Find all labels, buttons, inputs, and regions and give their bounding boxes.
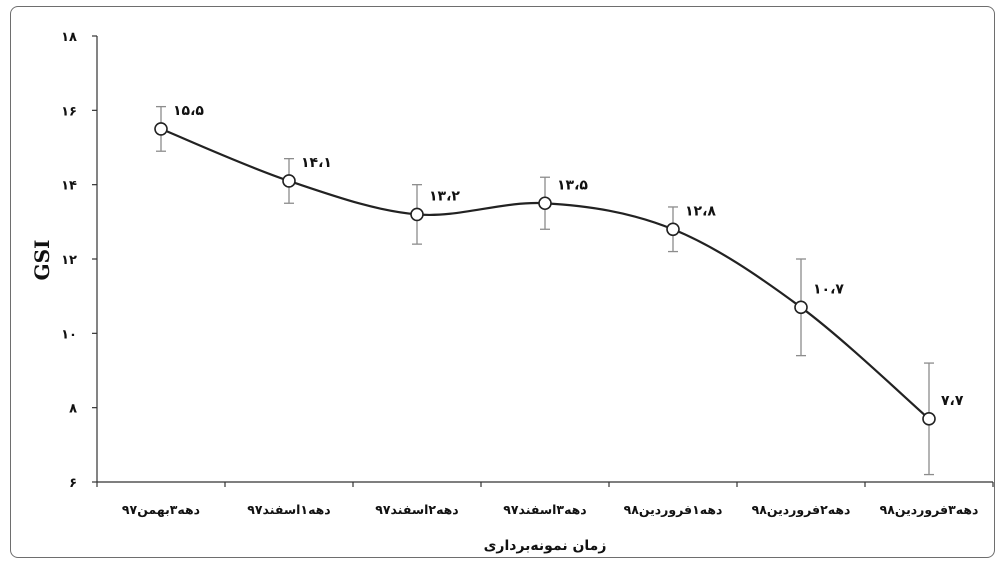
chart-frame — [10, 6, 995, 558]
series-line — [160, 127, 930, 420]
y-tick-label: ۱۸ — [61, 30, 77, 45]
data-markers — [154, 122, 936, 426]
data-label: ۱۳،۵ — [557, 177, 588, 193]
y-axis-title: GSI — [30, 240, 54, 281]
data-point — [922, 412, 936, 426]
data-point — [666, 222, 680, 237]
y-tick-label: ۱۲ — [61, 253, 77, 268]
x-tick-label: دهه۳اسفند۹۷ — [503, 502, 586, 517]
y-tick-label: ۱۶ — [61, 104, 77, 119]
data-label: ۷،۷ — [941, 393, 964, 409]
data-labels: ۱۵،۵ ۱۴،۱ ۱۳،۲ ۱۳،۵ ۱۲،۸ ۱۰،۷ ۷،۷ — [173, 103, 964, 409]
data-label: ۱۵،۵ — [173, 103, 204, 119]
x-tick-label: دهه۲اسفند۹۷ — [375, 502, 458, 517]
data-label: ۱۲،۸ — [685, 203, 716, 219]
data-point — [282, 174, 296, 188]
data-point — [538, 196, 552, 211]
x-tick-label: دهه۱فروردین۹۸ — [624, 502, 723, 517]
data-point — [794, 300, 808, 315]
axes: ۶ ۸ ۱۰ ۱۲ ۱۴ ۱۶ ۱۸ دهه۳بهمن۹۷ دهه۱اسفند۹۷ دهه۲اسف… — [61, 30, 994, 517]
data-label: ۱۴،۱ — [301, 155, 332, 171]
x-tick-label: دهه۱اسفند۹۷ — [247, 502, 330, 517]
x-tick-label: دهه۳فروردین۹۸ — [880, 502, 979, 517]
y-tick-label: ۶ — [69, 476, 77, 491]
data-point — [154, 122, 168, 136]
data-point — [410, 207, 424, 222]
x-tick-label: دهه۳بهمن۹۷ — [122, 502, 200, 517]
data-label: ۱۳،۲ — [429, 188, 460, 204]
y-tick-label: ۱۴ — [61, 179, 77, 194]
series-path — [160, 127, 930, 420]
x-axis-title: زمان نمونه‌برداری — [484, 538, 607, 554]
data-label: ۱۰،۷ — [813, 281, 844, 297]
y-tick-label: ۱۰ — [61, 327, 77, 342]
x-tick-label: دهه۲فروردین۹۸ — [752, 502, 851, 517]
y-tick-label: ۸ — [69, 402, 77, 417]
